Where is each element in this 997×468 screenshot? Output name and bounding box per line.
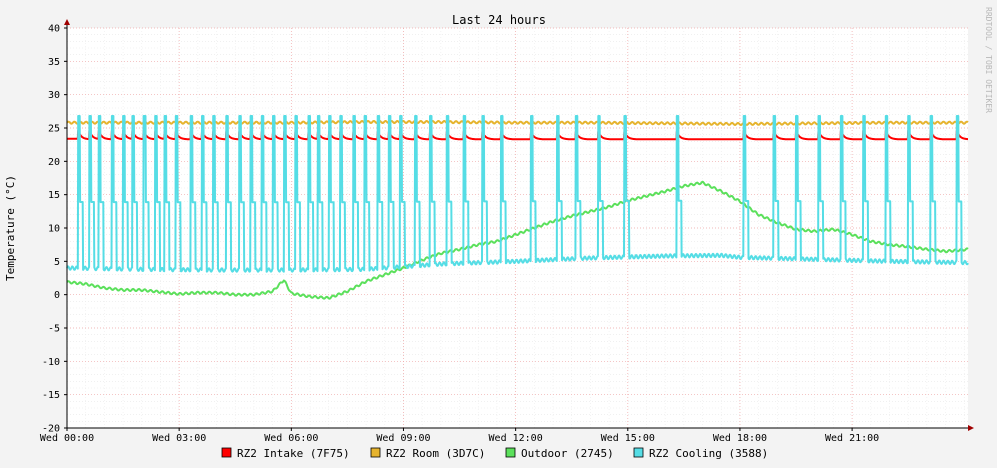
x-tick-label: Wed 21:00 <box>825 433 879 444</box>
y-tick-label: -15 <box>42 390 60 401</box>
x-tick-label: Wed 12:00 <box>489 433 543 444</box>
y-tick-label: 5 <box>54 257 60 268</box>
y-tick-label: 0 <box>54 290 60 301</box>
legend-swatch <box>505 447 516 458</box>
axes <box>64 19 974 431</box>
y-tick-label: -20 <box>42 424 60 435</box>
x-tick-labels: Wed 00:00 Wed 03:00 Wed 06:00 Wed 09:00 Wed … <box>40 428 879 444</box>
y-tick-label: 30 <box>48 90 60 101</box>
y-tick-label: 20 <box>48 157 60 168</box>
y-tick-label: 15 <box>48 190 60 201</box>
y-tick-label: 40 <box>48 24 60 35</box>
series-line-rz2-cooling-3588 <box>66 115 969 273</box>
legend-label: Outdoor (2745) <box>521 447 614 460</box>
legend-label: RZ2 Intake (7F75) <box>237 447 350 460</box>
y-tick-label: 35 <box>48 57 60 68</box>
x-tick-label: Wed 15:00 <box>601 433 655 444</box>
legend-swatch <box>370 447 381 458</box>
x-tick-label: Wed 00:00 <box>40 433 94 444</box>
y-tick-label: -10 <box>42 357 60 368</box>
y-axis-label: Temperature (°C) <box>4 175 17 281</box>
x-tick-label: Wed 18:00 <box>713 433 767 444</box>
y-tick-label: 25 <box>48 124 60 135</box>
series-layer <box>66 115 969 300</box>
x-axis-arrow <box>968 425 974 431</box>
x-tick-label: Wed 09:00 <box>376 433 430 444</box>
y-axis-arrow <box>64 19 70 25</box>
legend-swatch <box>633 447 644 458</box>
legend-swatch <box>221 447 232 458</box>
chart-title: Last 24 hours <box>452 13 546 27</box>
x-tick-label: Wed 06:00 <box>264 433 318 444</box>
y-tick-label: -5 <box>48 324 60 335</box>
rrdtool-watermark: RRDTOOL / TOBI OETIKER <box>984 7 993 113</box>
y-tick-label: 10 <box>48 224 60 235</box>
legend-label: RZ2 Cooling (3588) <box>649 447 768 460</box>
x-tick-label: Wed 03:00 <box>152 433 206 444</box>
legend-label: RZ2 Room (3D7C) <box>386 447 485 460</box>
legend: RZ2 Intake (7F75) RZ2 Room (3D7C) Outdoor … <box>221 447 768 460</box>
y-tick-labels: 40 35 30 25 20 15 10 5 0 -5 -10 -15 -20 <box>42 24 67 435</box>
